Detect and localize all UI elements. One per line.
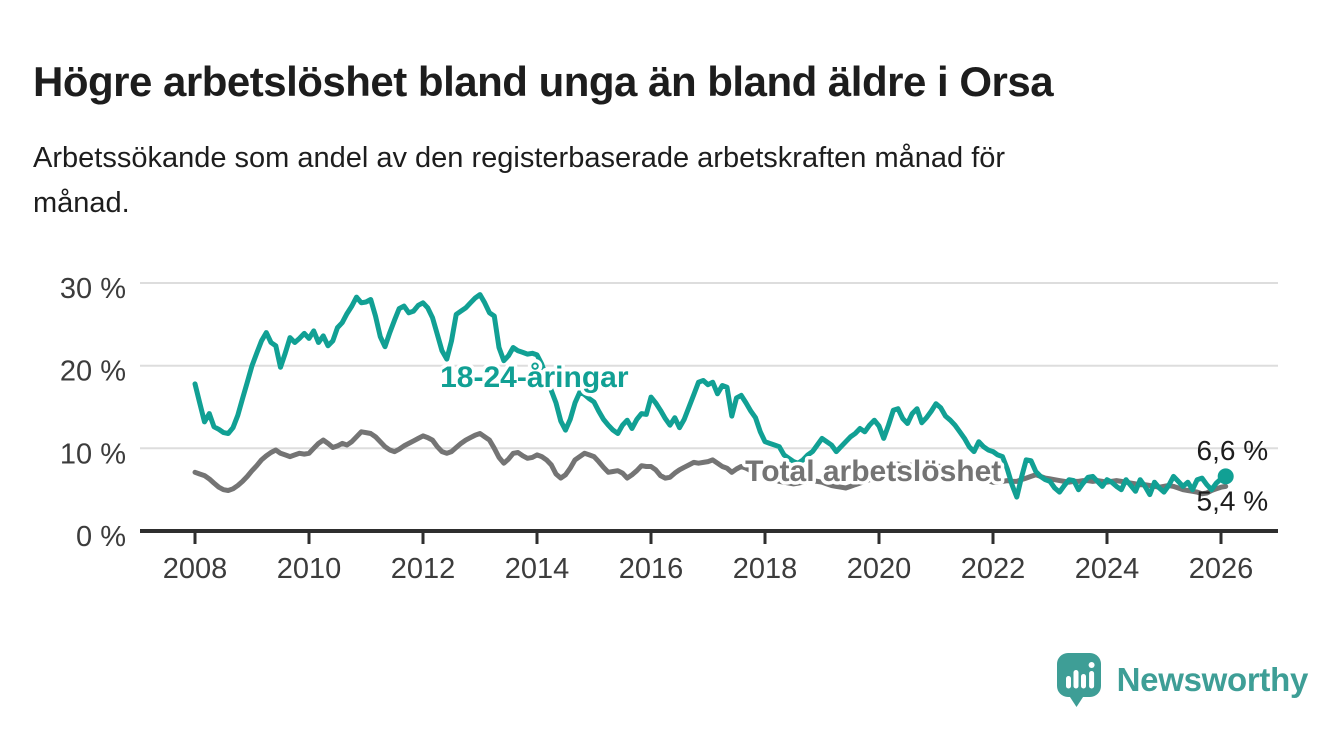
x-tick-label-2010: 2010 [277, 553, 342, 585]
x-tick-label-2024: 2024 [1075, 553, 1140, 585]
total-end-value: 5,4 % [1197, 485, 1269, 516]
x-tick-label-2022: 2022 [961, 553, 1026, 585]
x-tick-label-2018: 2018 [733, 553, 798, 585]
y-tick-label-30: 30 % [60, 273, 126, 305]
x-tick-label-2012: 2012 [391, 553, 456, 585]
y-tick-label-0: 0 % [76, 521, 126, 553]
x-tick-label-2020: 2020 [847, 553, 912, 585]
end-dot [1217, 468, 1234, 485]
total-series-label: Total arbetslöshet [745, 455, 1001, 488]
chart-subtitle-line-2: månad. [33, 186, 130, 219]
youth-end-value: 6,6 % [1197, 435, 1269, 466]
newsworthy-logo-text: Newsworthy [1116, 660, 1309, 698]
chart-subtitle: Arbetssökande som andel av den registerb… [33, 136, 1273, 226]
line-chart: 2008 2010 2012 2014 2016 2018 2020 2022 2024 2026… [60, 273, 1278, 585]
line-youth [192, 292, 1229, 500]
x-tick-label-2014: 2014 [505, 553, 570, 585]
chart-subtitle-line-1: Arbetssökande som andel av den registerb… [33, 142, 1006, 174]
x-tick-label-2008: 2008 [163, 553, 228, 585]
x-tick-label-2026: 2026 [1189, 553, 1254, 585]
chart-title: Högre arbetslöshet bland unga än bland ä… [33, 58, 1054, 106]
newsworthy-logo-icon [1056, 653, 1101, 707]
speech-bubble-tail [1067, 694, 1085, 707]
line-total [192, 429, 1229, 497]
y-tick-label-10: 10 % [60, 438, 126, 470]
x-tick-label-2016: 2016 [619, 553, 684, 585]
youth-series-label: 18-24-åringar [440, 361, 629, 394]
newsworthy-logo: Newsworthy [1054, 651, 1308, 708]
y-tick-label-20: 20 % [60, 356, 126, 388]
